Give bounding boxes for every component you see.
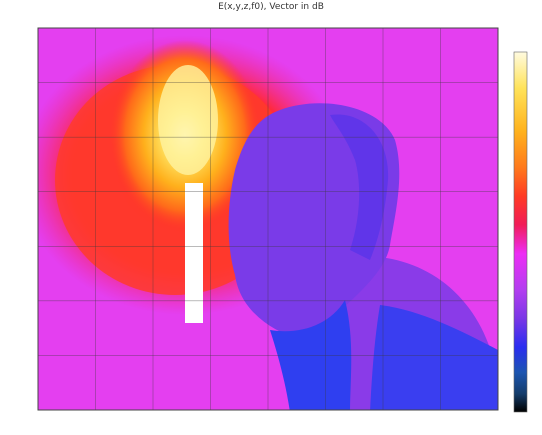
- colorbar: [513, 51, 528, 413]
- neck-region: [270, 300, 352, 410]
- grid-lines: [38, 28, 498, 410]
- hotspot-core: [158, 65, 218, 175]
- antenna: [185, 183, 203, 323]
- heatmap-field: [38, 28, 498, 410]
- head-inner: [330, 114, 389, 261]
- chart-title: E(x,y,z,f0), Vector in dB: [218, 2, 324, 12]
- shoulder-region: [370, 305, 498, 410]
- plot-frame: [37, 27, 499, 411]
